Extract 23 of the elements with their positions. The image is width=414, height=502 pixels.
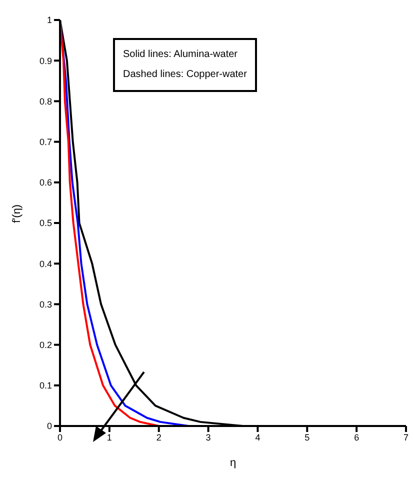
x-tick-label: 2	[156, 432, 162, 442]
y-tick-label: 0.1	[39, 380, 52, 391]
y-tick-label: 0	[46, 421, 52, 432]
y-tick-label: 0.7	[39, 136, 52, 147]
x-tick-label: 3	[206, 432, 211, 442]
y-tick-label: 0.5	[39, 218, 52, 228]
y-tick-label: 1	[46, 15, 52, 26]
x-tick-label: 7	[403, 432, 409, 442]
y-tick-label: 0.2	[39, 340, 52, 350]
y-tick-label: 0.4	[39, 258, 52, 269]
y-tick-label: 0.3	[39, 299, 52, 310]
y-axis-title: f'(η)	[10, 204, 23, 223]
x-tick-label: 5	[304, 432, 310, 442]
y-tick-label: 0.6	[39, 178, 52, 188]
annotation: Solid lines: Alumina-water	[123, 48, 238, 62]
x-axis-title: η	[230, 457, 236, 469]
x-tick-label: 4	[255, 432, 260, 442]
annotation: Dashed lines: Copper-water	[123, 68, 247, 82]
y-tick-label: 0.9	[39, 56, 52, 66]
x-tick-label: 6	[354, 432, 360, 442]
x-tick-label: 1	[106, 432, 112, 442]
x-tick-label: 0	[57, 432, 63, 442]
y-tick-label: 0.8	[39, 96, 52, 106]
